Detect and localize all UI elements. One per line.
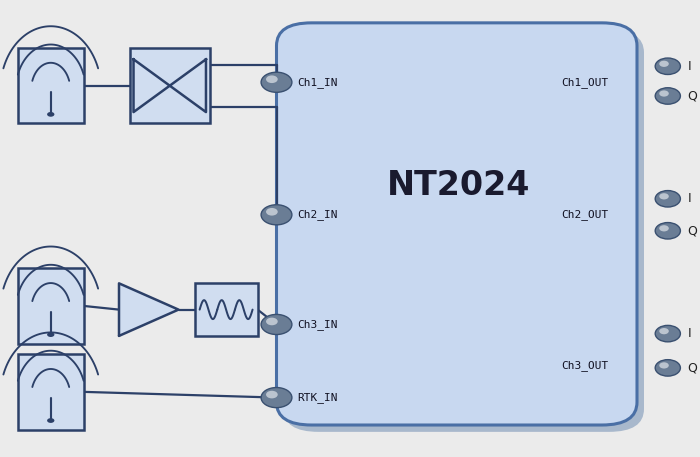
Circle shape: [655, 191, 680, 207]
Circle shape: [659, 362, 668, 368]
Text: NT2024: NT2024: [387, 169, 530, 202]
Text: Q: Q: [687, 90, 697, 102]
FancyBboxPatch shape: [18, 268, 84, 344]
Circle shape: [659, 328, 668, 334]
Circle shape: [261, 205, 292, 225]
Circle shape: [655, 88, 680, 104]
Circle shape: [261, 314, 292, 335]
Text: I: I: [687, 327, 691, 340]
Text: I: I: [687, 192, 691, 205]
Circle shape: [47, 112, 55, 117]
Polygon shape: [119, 283, 178, 336]
Circle shape: [261, 388, 292, 408]
Text: Ch2_OUT: Ch2_OUT: [561, 209, 609, 220]
Circle shape: [261, 72, 292, 92]
FancyBboxPatch shape: [130, 48, 210, 123]
Circle shape: [659, 225, 668, 231]
FancyBboxPatch shape: [195, 283, 258, 336]
Circle shape: [655, 325, 680, 342]
Circle shape: [266, 208, 278, 216]
Text: Ch3_IN: Ch3_IN: [298, 319, 338, 330]
Text: Ch3_OUT: Ch3_OUT: [561, 360, 609, 371]
Circle shape: [659, 193, 668, 199]
FancyBboxPatch shape: [276, 23, 637, 425]
Circle shape: [659, 61, 668, 67]
Circle shape: [659, 90, 668, 96]
Circle shape: [266, 318, 278, 325]
Circle shape: [47, 332, 55, 337]
Text: I: I: [687, 60, 691, 73]
FancyBboxPatch shape: [284, 30, 644, 432]
Circle shape: [655, 58, 680, 74]
Circle shape: [266, 391, 278, 399]
Text: Ch2_IN: Ch2_IN: [298, 209, 338, 220]
Circle shape: [655, 223, 680, 239]
Text: Ch1_IN: Ch1_IN: [298, 77, 338, 88]
FancyBboxPatch shape: [18, 48, 84, 123]
Text: Q: Q: [687, 361, 697, 374]
Circle shape: [266, 75, 278, 83]
Text: Ch1_OUT: Ch1_OUT: [561, 77, 609, 88]
Circle shape: [655, 360, 680, 376]
Text: RTK_IN: RTK_IN: [298, 392, 338, 403]
Text: Q: Q: [687, 224, 697, 237]
FancyBboxPatch shape: [18, 354, 84, 430]
Circle shape: [47, 418, 55, 423]
